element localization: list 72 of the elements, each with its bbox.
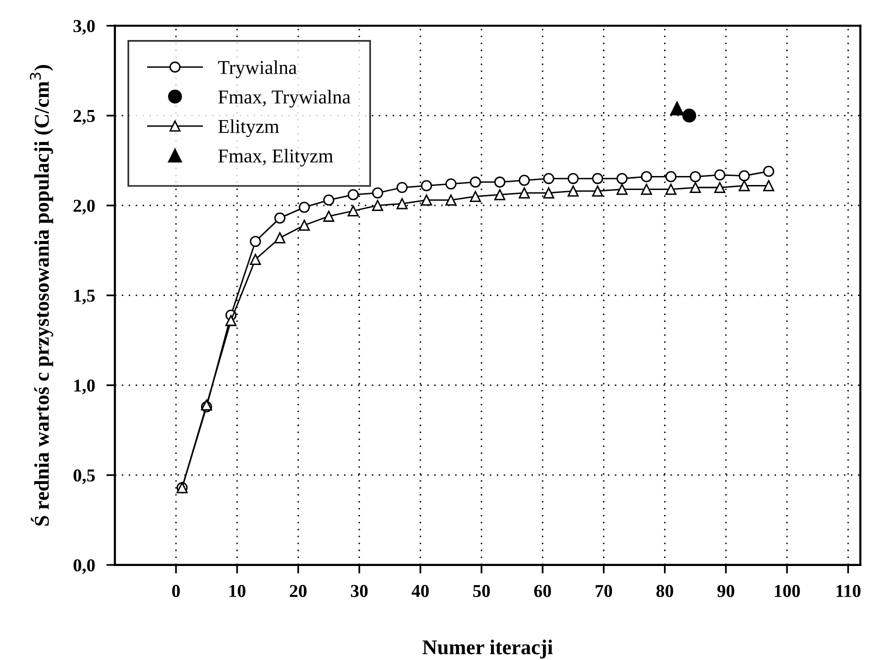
point xyxy=(518,174,530,186)
x-tick-label: 10 xyxy=(230,584,246,598)
x-tick-label: 60 xyxy=(534,584,551,598)
x-tick-label: 110 xyxy=(836,584,860,598)
x-tick-label: 100 xyxy=(774,584,800,598)
point xyxy=(298,202,310,213)
legend-label: Elityzm xyxy=(218,119,280,138)
point xyxy=(640,184,652,195)
point xyxy=(348,189,359,200)
point xyxy=(543,187,554,198)
point xyxy=(714,169,726,180)
point xyxy=(592,172,604,184)
point xyxy=(665,171,676,182)
point xyxy=(690,182,701,194)
point xyxy=(763,180,774,192)
point xyxy=(250,254,261,265)
y-axis-title: Ś rednia wartoś c przystosowania populacji (C/cm$^{3}$) xyxy=(30,65,54,526)
point xyxy=(445,194,457,206)
point xyxy=(592,186,604,197)
point xyxy=(470,190,481,202)
legend-label: Trywialna xyxy=(218,60,297,78)
x-tick-label: 0 xyxy=(172,584,180,598)
legend-label: Fmax, Elityzm xyxy=(218,148,334,167)
point xyxy=(420,194,432,206)
point xyxy=(670,101,684,116)
point xyxy=(323,210,334,222)
x-tick-label: 80 xyxy=(656,584,674,598)
point xyxy=(682,108,696,123)
point xyxy=(396,198,408,210)
point xyxy=(568,186,579,197)
point xyxy=(616,172,628,184)
x-tick-label: 30 xyxy=(350,584,368,598)
point xyxy=(518,187,530,198)
point xyxy=(420,180,432,192)
point xyxy=(640,171,652,182)
point xyxy=(250,236,261,247)
y-tick-label: 0,0 xyxy=(74,559,95,574)
point xyxy=(274,212,286,224)
legend-label: Fmax, Trywialna xyxy=(218,90,350,108)
x-axis-title: Numer iteracji xyxy=(422,640,553,659)
x-tick-label: 20 xyxy=(290,584,307,598)
y-tick-label: 2,0 xyxy=(74,200,95,215)
point xyxy=(690,171,701,182)
point xyxy=(543,172,554,184)
point xyxy=(738,180,750,192)
x-tick-label: 90 xyxy=(717,584,734,598)
point xyxy=(738,170,750,182)
y-tick-label: 2,5 xyxy=(74,110,95,125)
point xyxy=(714,182,726,194)
x-tick-label: 40 xyxy=(412,584,429,598)
point xyxy=(763,166,774,177)
y-tick-label: 1,5 xyxy=(74,290,95,304)
x-tick-label: 50 xyxy=(473,584,490,598)
point xyxy=(225,314,237,326)
point xyxy=(665,184,676,195)
point xyxy=(348,205,359,216)
x-tick-label: 70 xyxy=(596,584,612,598)
point xyxy=(298,220,310,231)
y-tick-label: 3,0 xyxy=(74,20,95,35)
y-tick-label: 0,5 xyxy=(74,469,95,484)
point xyxy=(396,182,408,194)
point xyxy=(494,189,506,200)
point xyxy=(470,176,481,188)
point xyxy=(323,194,334,206)
point xyxy=(445,178,457,190)
point xyxy=(568,172,579,184)
y-tick-label: 1,0 xyxy=(74,379,95,394)
point xyxy=(616,184,628,195)
point xyxy=(494,176,506,188)
point xyxy=(372,187,384,198)
point xyxy=(372,200,384,212)
point xyxy=(274,232,286,244)
